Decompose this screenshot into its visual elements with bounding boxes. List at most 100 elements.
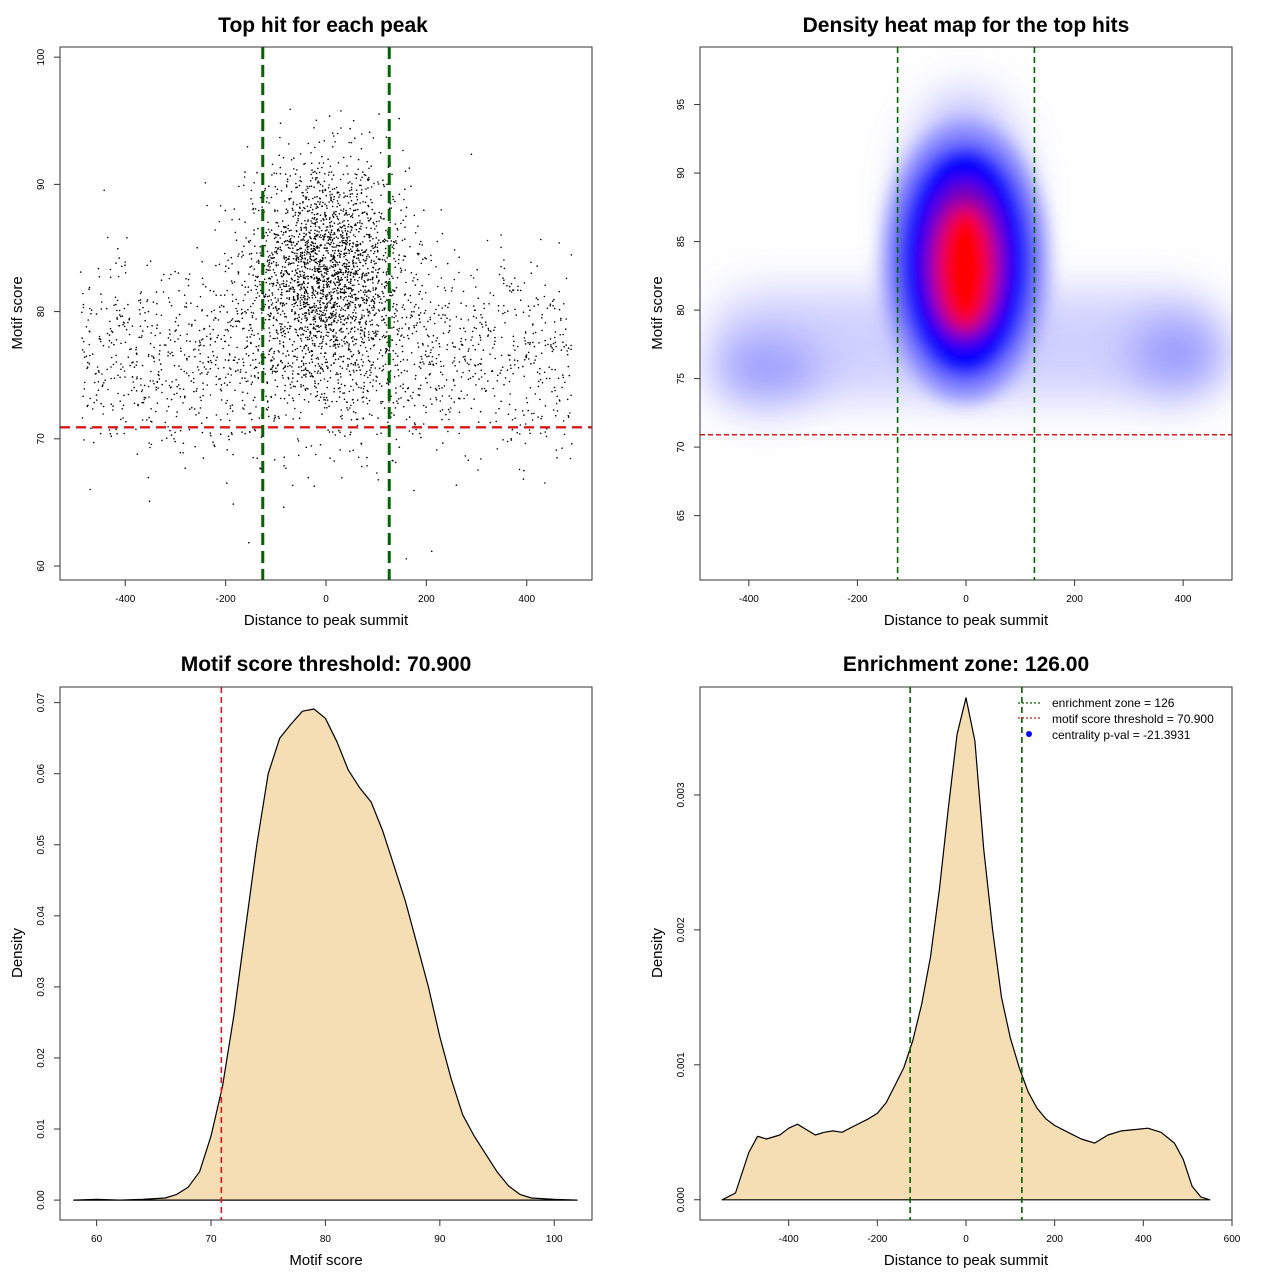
scatter-point (198, 340, 201, 342)
scatter-point (325, 226, 328, 228)
scatter-point (376, 231, 379, 234)
scatter-point (281, 266, 284, 268)
scatter-point (562, 376, 565, 379)
scatter-point (310, 258, 313, 261)
scatter-point (326, 380, 329, 383)
scatter-point (301, 209, 304, 212)
scatter-point (329, 376, 332, 379)
scatter-point (332, 174, 335, 176)
scatter-point (369, 218, 372, 221)
scatter-point (274, 337, 276, 340)
scatter-point (477, 343, 480, 346)
scatter-point (89, 397, 91, 400)
score-density-ytick-label-6: 0.06 (36, 764, 47, 784)
scatter-point (241, 284, 243, 287)
scatter-point (398, 446, 401, 449)
scatter-point (352, 449, 355, 452)
scatter-point (366, 465, 368, 467)
scatter-point (267, 269, 269, 271)
scatter-point (292, 215, 295, 218)
scatter-point (364, 250, 367, 252)
scatter-point (285, 269, 288, 272)
scatter-point (307, 241, 310, 244)
scatter-point (305, 196, 308, 199)
scatter-point (314, 242, 317, 245)
scatter-point (307, 309, 310, 311)
scatter-point (238, 218, 241, 220)
scatter-point (346, 236, 348, 239)
scatter-point (100, 402, 102, 405)
scatter-point (339, 316, 341, 319)
scatter-point (229, 419, 231, 422)
scatter-point (497, 374, 499, 377)
scatter-point (316, 176, 318, 179)
scatter-point (311, 291, 314, 294)
scatter-point (312, 242, 315, 245)
scatter-point (554, 336, 556, 339)
scatter-point (295, 331, 298, 334)
scatter-point (541, 415, 543, 418)
scatter-point (354, 252, 356, 254)
scatter-xtick-label-0: -400 (115, 594, 135, 605)
scatter-point (382, 179, 384, 181)
scatter-point (370, 186, 373, 188)
scatter-point (318, 247, 320, 249)
scatter-point (342, 208, 345, 210)
scatter-point (146, 264, 148, 267)
scatter-point (331, 316, 333, 319)
scatter-point (471, 330, 474, 333)
scatter-point (423, 209, 425, 211)
scatter-point (188, 429, 191, 431)
scatter-point (333, 211, 335, 213)
scatter-point (386, 270, 388, 273)
scatter-point (347, 265, 350, 268)
scatter-point (242, 358, 244, 360)
scatter-point (319, 201, 322, 203)
scatter-point (283, 256, 285, 259)
scatter-point (333, 135, 335, 137)
scatter-point (323, 264, 325, 266)
scatter-point (353, 344, 355, 346)
scatter-point (192, 371, 194, 374)
scatter-point (267, 259, 269, 262)
scatter-point (294, 173, 297, 175)
scatter-point (112, 409, 114, 411)
scatter-point (146, 325, 149, 328)
scatter-point (409, 245, 411, 248)
scatter-point (311, 361, 314, 363)
scatter-point (284, 261, 287, 264)
scatter-point (215, 264, 217, 267)
scatter-point (364, 260, 366, 262)
scatter-point (309, 331, 311, 334)
scatter-point (361, 364, 364, 367)
scatter-point (331, 330, 334, 333)
scatter-point (339, 204, 341, 206)
scatter-point (163, 273, 165, 276)
scatter-point (366, 160, 369, 163)
scatter-point (319, 443, 322, 446)
scatter-point (436, 240, 439, 243)
scatter-point (227, 435, 230, 438)
scatter-point (536, 265, 538, 267)
scatter-point (363, 173, 366, 176)
scatter-point (344, 309, 347, 312)
scatter-point (383, 185, 386, 188)
scatter-point (529, 309, 531, 312)
scatter-point (345, 321, 348, 324)
scatter-point (82, 292, 84, 295)
scatter-point (117, 392, 119, 395)
scatter-point (396, 235, 399, 238)
scatter-point (180, 368, 182, 371)
scatter-point (380, 217, 382, 219)
scatter-point (318, 301, 321, 304)
scatter-point (466, 362, 469, 364)
scatter-point (202, 388, 204, 391)
scatter-point (376, 324, 378, 326)
scatter-point (215, 375, 218, 378)
score-density-ytick-label-3: 0.03 (36, 977, 47, 997)
scatter-point (312, 293, 315, 295)
scatter-point (435, 398, 438, 401)
scatter-point (354, 273, 357, 276)
heatmap-xtick-label-2: 0 (963, 594, 969, 605)
scatter-point (301, 284, 303, 286)
